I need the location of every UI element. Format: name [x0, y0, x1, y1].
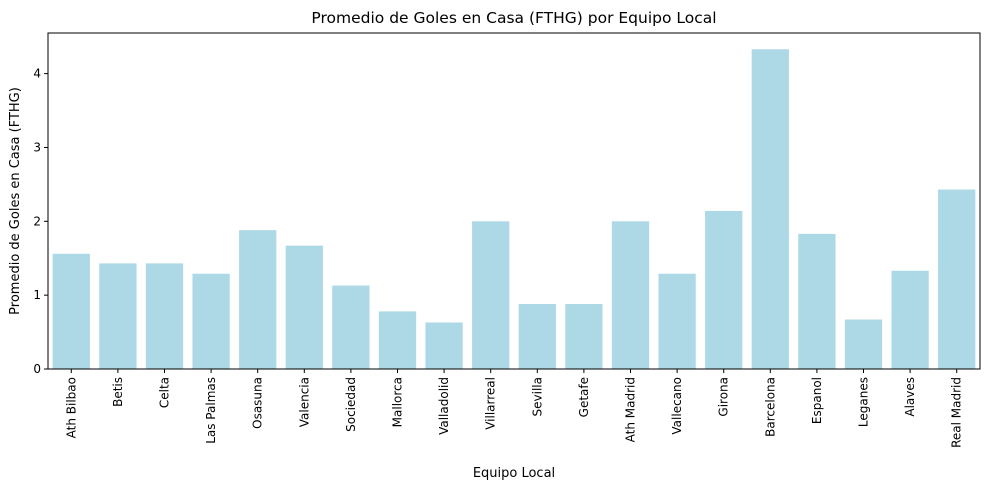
bar: [891, 270, 929, 369]
x-tick-label: Ath Madrid: [624, 377, 638, 442]
x-tick-label: Barcelona: [763, 377, 777, 437]
bar: [99, 263, 137, 369]
y-tick-label: 0: [33, 362, 41, 376]
x-tick-label: Valencia: [297, 377, 311, 427]
x-tick-label: Ath Bilbao: [64, 377, 78, 438]
bar: [378, 311, 417, 369]
x-tick-label: Las Palmas: [204, 377, 218, 444]
bar: [705, 210, 743, 369]
x-axis: Ath Bilbao Betis Celta Las Palmas Osasuna Val…: [64, 369, 964, 448]
x-tick-label: Leganes: [857, 377, 871, 427]
chart-title: Promedio de Goles en Casa (FTHG) por Equ…: [311, 9, 716, 27]
bar: [145, 263, 184, 369]
bar: [798, 233, 836, 369]
y-tick-label: 3: [33, 140, 41, 154]
x-tick-label: Vallecano: [670, 377, 684, 435]
x-tick-label: Getafe: [577, 377, 591, 417]
bar: [52, 253, 90, 369]
bar: [658, 273, 696, 369]
y-axis-label: Promedio de Goles en Casa (FTHG): [8, 87, 23, 315]
bars-group: [52, 49, 976, 369]
x-axis-label: Equipo Local: [473, 466, 555, 481]
y-tick-label: 1: [33, 288, 41, 302]
bar: [518, 304, 556, 369]
x-tick-label: Villarreal: [484, 377, 498, 430]
bar: [425, 322, 463, 369]
bar: [472, 221, 510, 369]
bar: [938, 189, 976, 369]
x-tick-label: Girona: [717, 377, 731, 417]
bar: [332, 285, 370, 369]
bar: [285, 245, 323, 369]
bar: [565, 304, 603, 369]
bar: [239, 230, 277, 369]
bar: [192, 273, 230, 369]
x-tick-label: Osasuna: [251, 377, 265, 429]
x-tick-label: Sevilla: [530, 377, 544, 416]
x-tick-label: Celta: [158, 377, 172, 408]
y-axis: 0 1 2 3 4: [33, 67, 48, 376]
x-tick-label: Alaves: [903, 377, 917, 417]
y-tick-label: 4: [33, 67, 41, 81]
bar: [844, 319, 883, 369]
bar: [751, 49, 789, 369]
x-tick-label: Sociedad: [344, 377, 358, 432]
x-tick-label: Betis: [111, 377, 125, 407]
plot-frame: [47, 32, 981, 370]
x-tick-label: Mallorca: [391, 377, 405, 427]
x-tick-label: Espanol: [810, 377, 824, 424]
bar: [611, 221, 650, 369]
y-tick-label: 2: [33, 214, 41, 228]
x-tick-label: Real Madrid: [950, 377, 964, 448]
x-tick-label: Valladolid: [437, 377, 451, 435]
